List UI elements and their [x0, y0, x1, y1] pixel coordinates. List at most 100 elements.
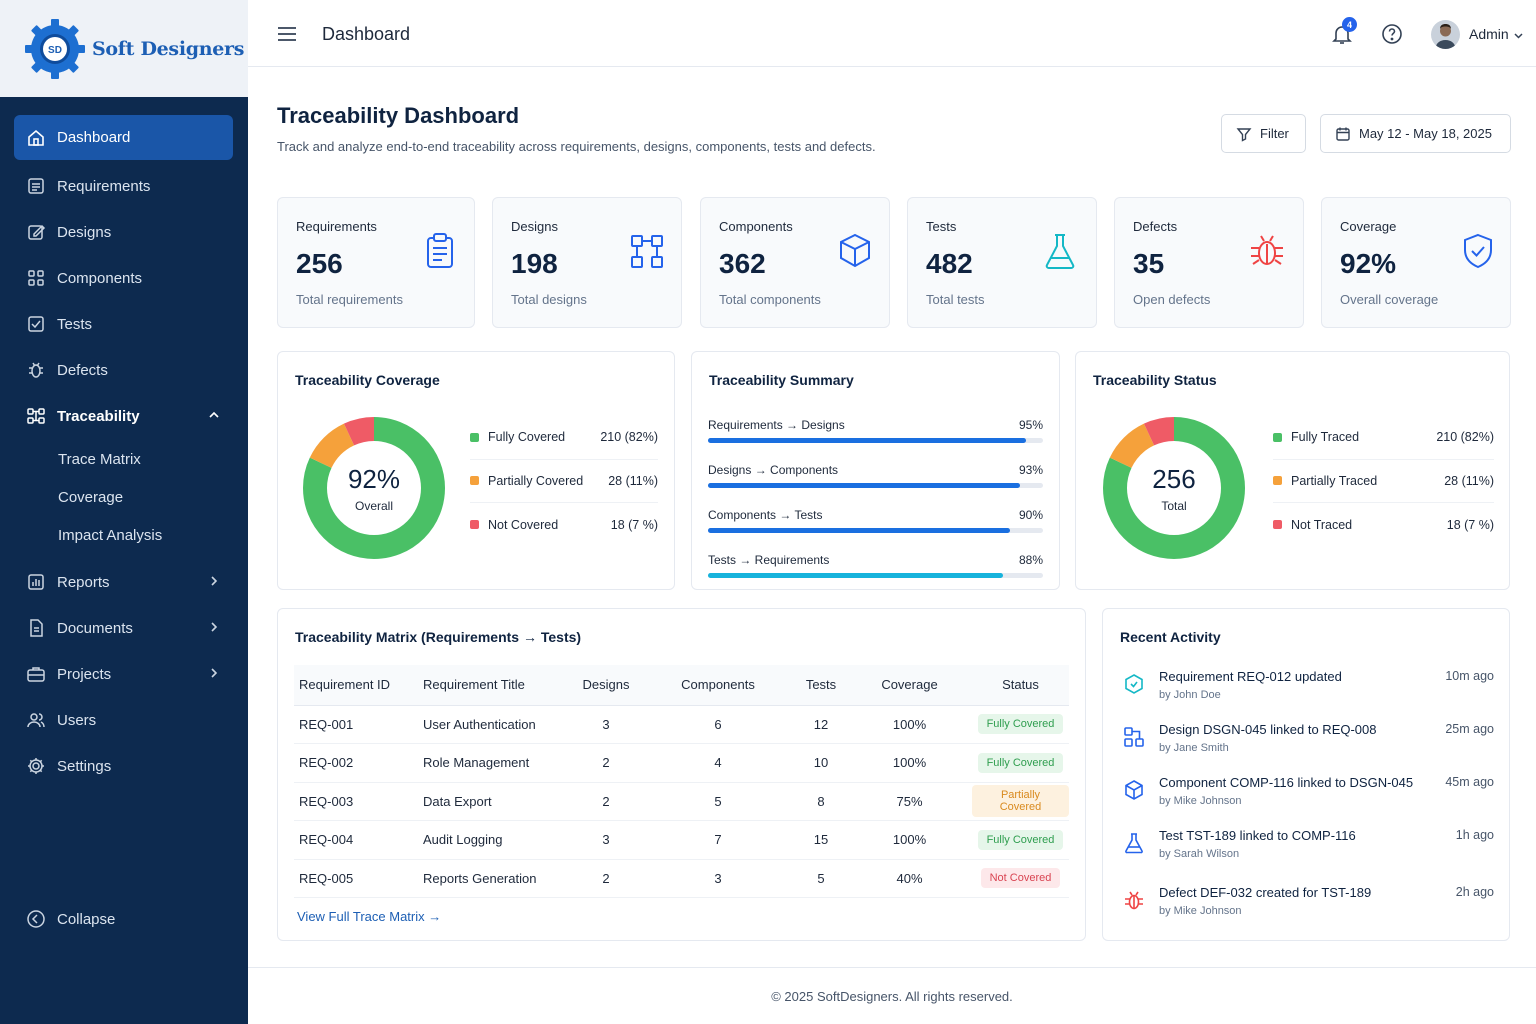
status-badge: Not Covered	[980, 868, 1061, 889]
legend-item: Fully Covered 210 (82%)	[470, 416, 658, 460]
column-header[interactable]: Requirement ID	[294, 665, 418, 706]
sidebar-item-components[interactable]: Components	[14, 256, 233, 300]
cube-icon	[1125, 780, 1143, 800]
stat-card-tests[interactable]: Tests 482 Total tests	[907, 197, 1097, 328]
activity-item[interactable]: Requirement REQ-012 updated by John Doe …	[1119, 669, 1494, 722]
column-header[interactable]: Coverage	[847, 665, 972, 706]
stat-card-components[interactable]: Components 362 Total components	[700, 197, 890, 328]
sidebar-item-settings[interactable]: Settings	[14, 744, 233, 788]
list-icon	[28, 178, 44, 194]
table-row[interactable]: REQ-002 Role Management 2 4 10 100% Full…	[294, 743, 1069, 783]
cell-designs: 2	[571, 743, 641, 783]
design-flow-icon	[631, 235, 663, 268]
summary-row-value: 95%	[1018, 418, 1043, 432]
user-name[interactable]: Admin	[1469, 26, 1509, 42]
column-header[interactable]: Tests	[795, 665, 847, 706]
sidebar-item-defects[interactable]: Defects	[14, 348, 233, 392]
sidebar-item-designs[interactable]: Designs	[14, 210, 233, 254]
activity-item[interactable]: Defect DEF-032 created for TST-189 by Mi…	[1119, 885, 1494, 938]
cube-icon	[840, 233, 870, 268]
column-header[interactable]: Components	[641, 665, 795, 706]
sidebar-item-requirements[interactable]: Requirements	[14, 164, 233, 208]
stat-card-coverage[interactable]: Coverage 92% Overall coverage	[1321, 197, 1511, 328]
table-row[interactable]: REQ-004 Audit Logging 3 7 15 100% Fully …	[294, 820, 1069, 860]
bug-icon	[29, 362, 43, 378]
cell-req-id[interactable]: REQ-004	[294, 820, 418, 860]
cell-req-title: User Authentication	[418, 705, 571, 744]
status-badge: Partially Covered	[972, 785, 1069, 818]
activity-time: 2h ago	[1455, 885, 1494, 899]
legend-label: Fully Traced	[1291, 430, 1360, 445]
avatar[interactable]	[1431, 20, 1460, 49]
sidebar-item-documents[interactable]: Documents	[14, 606, 233, 650]
stat-card-designs[interactable]: Designs 198 Total designs	[492, 197, 682, 328]
sidebar-subitem-impact-analysis[interactable]: Impact Analysis	[58, 526, 163, 544]
cell-components: 5	[641, 782, 795, 821]
cell-tests: 5	[795, 859, 847, 898]
table-row[interactable]: REQ-003 Data Export 2 5 8 75% Partially …	[294, 782, 1069, 821]
table-row[interactable]: REQ-001 User Authentication 3 6 12 100% …	[294, 705, 1069, 744]
users-icon	[27, 713, 45, 728]
sidebar-subitem-trace-matrix[interactable]: Trace Matrix	[58, 450, 141, 468]
legend-label: Partially Traced	[1291, 473, 1378, 488]
requirement-icon	[1125, 674, 1143, 694]
status-badge: Fully Covered	[977, 714, 1064, 735]
activity-item[interactable]: Component COMP-116 linked to DSGN-045 by…	[1119, 775, 1494, 828]
sidebar-item-users[interactable]: Users	[14, 698, 233, 742]
summary-row: Components → Tests 90%	[708, 508, 1043, 533]
coverage-legend: Fully Covered 210 (82%) Partially Covered…	[470, 416, 658, 547]
table-row[interactable]: REQ-005 Reports Generation 2 3 5 40% Not…	[294, 859, 1069, 898]
cell-coverage: 100%	[847, 743, 972, 783]
coverage-center-value: 92%	[347, 463, 401, 494]
cell-tests: 10	[795, 743, 847, 783]
sidebar-item-tests[interactable]: Tests	[14, 302, 233, 346]
filter-button[interactable]: Filter	[1221, 114, 1306, 153]
column-header[interactable]: Status	[972, 665, 1069, 706]
sidebar-item-dashboard[interactable]: Dashboard	[14, 115, 233, 160]
cell-req-id[interactable]: REQ-005	[294, 859, 418, 898]
stat-sub: Total tests	[926, 292, 985, 307]
activity-title-text: Component COMP-116 linked to DSGN-045	[1159, 775, 1414, 790]
stat-card-defects[interactable]: Defects 35 Open defects	[1114, 197, 1304, 328]
sidebar-item-label: Users	[57, 711, 97, 729]
stat-sub: Open defects	[1133, 292, 1211, 307]
brand-name: Soft Designers	[92, 37, 245, 60]
legend-item: Partially Covered 28 (11%)	[470, 460, 658, 503]
summary-row-label: Tests → Requirements	[708, 553, 830, 567]
stat-card-requirements[interactable]: Requirements 256 Total requirements	[277, 197, 475, 328]
stat-value: 35	[1133, 248, 1165, 279]
status-badge: Fully Covered	[977, 752, 1064, 773]
footer: © 2025 SoftDesigners. All rights reserve…	[248, 967, 1536, 1024]
summary-row-label: Requirements → Designs	[708, 418, 845, 432]
menu-icon[interactable]	[276, 24, 298, 44]
cell-req-id[interactable]: REQ-003	[294, 782, 418, 821]
cell-coverage: 75%	[847, 782, 972, 821]
sidebar-item-reports[interactable]: Reports	[14, 560, 233, 604]
sidebar-subitem-coverage[interactable]: Coverage	[58, 488, 124, 506]
cell-tests: 15	[795, 820, 847, 860]
status-badge: Fully Covered	[977, 829, 1064, 850]
cell-req-id[interactable]: REQ-002	[294, 743, 418, 783]
stat-value: 198	[511, 248, 558, 279]
stat-value: 482	[926, 248, 973, 279]
activity-item[interactable]: Test TST-189 linked to COMP-116 by Sarah…	[1119, 828, 1494, 881]
help-icon[interactable]	[1381, 23, 1403, 45]
column-header[interactable]: Requirement Title	[418, 665, 571, 706]
chevron-down-icon[interactable]	[1513, 30, 1524, 41]
summary-row-label: Designs → Components	[708, 463, 839, 477]
sidebar-item-label: Requirements	[57, 177, 151, 195]
activity-author: by John Doe	[1159, 689, 1221, 701]
sidebar-item-traceability[interactable]: Traceability	[14, 394, 233, 438]
date-range-picker[interactable]: May 12 - May 18, 2025	[1320, 114, 1511, 153]
cell-designs: 2	[571, 782, 641, 821]
brand[interactable]: SD Soft Designers	[0, 0, 248, 97]
summary-row-value: 90%	[1018, 508, 1043, 522]
sidebar-item-projects[interactable]: Projects	[14, 652, 233, 696]
activity-item[interactable]: Design DSGN-045 linked to REQ-008 by Jan…	[1119, 722, 1494, 775]
view-full-trace-matrix-link[interactable]: View Full Trace Matrix →	[297, 909, 442, 924]
collapse-button[interactable]: Collapse	[26, 909, 115, 929]
status-donut: 256 Total	[1102, 416, 1246, 560]
column-header[interactable]: Designs	[571, 665, 641, 706]
stat-label: Components	[719, 219, 793, 234]
cell-req-id[interactable]: REQ-001	[294, 705, 418, 744]
